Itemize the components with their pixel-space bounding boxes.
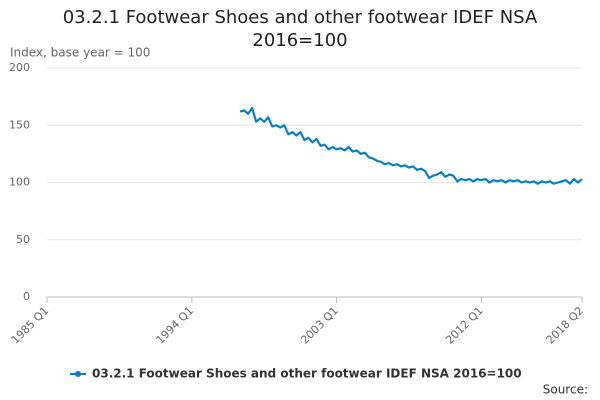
y-tick-label: 0	[23, 290, 30, 303]
y-axis-label: Index, base year = 100	[10, 46, 150, 60]
x-tick-label: 2018 Q2	[544, 304, 587, 347]
y-tick-label: 50	[16, 233, 30, 246]
chart-title: 03.2.1 Footwear Shoes and other footwear…	[62, 7, 538, 51]
y-tick-label: 200	[9, 61, 30, 74]
series-line	[239, 106, 583, 185]
x-tick-label: 2003 Q1	[298, 304, 341, 347]
x-tick-label: 2012 Q1	[443, 304, 486, 347]
y-tick-label: 100	[9, 176, 30, 189]
source: Source:	[543, 383, 588, 397]
legend-marker	[75, 371, 81, 377]
y-tick-label: 150	[9, 118, 30, 131]
x-tick-label: 1985 Q1	[9, 304, 52, 347]
x-tick-label: 1994 Q1	[154, 304, 197, 347]
legend-label: 03.2.1 Footwear Shoes and other footwear…	[92, 367, 522, 381]
